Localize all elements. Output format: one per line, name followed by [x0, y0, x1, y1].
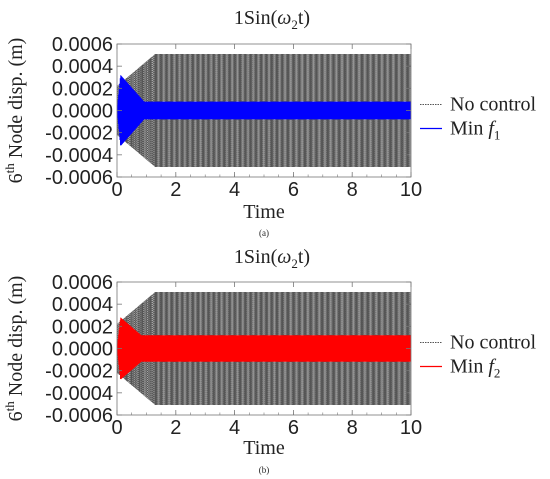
- x-tick-label: 6: [288, 417, 299, 439]
- x-tick-label: 4: [229, 417, 240, 439]
- series-min-f-line: [117, 317, 411, 380]
- plot-area: [117, 53, 411, 168]
- panel-label: (b): [259, 465, 270, 475]
- y-tick-label: -0.0006: [45, 405, 113, 427]
- y-tick-label: -0.0004: [45, 145, 113, 167]
- chart-panel-b: 1Sin(ω2t) 0 2 4 6 8 10 0.00060.00040.00020.0000…: [2, 246, 537, 475]
- y-tick-label: -0.0002: [45, 123, 113, 145]
- x-tick-label: 4: [229, 179, 240, 201]
- y-tick-label: 0.0000: [52, 101, 113, 123]
- y-tick-label: -0.0002: [45, 361, 113, 383]
- y-tick-label: -0.0004: [45, 383, 113, 405]
- series-no-control-line: [117, 53, 411, 168]
- x-tick-label: 8: [347, 179, 358, 201]
- chart-title: 1Sin(ω2t): [234, 246, 310, 271]
- series-no-control-line: [117, 291, 411, 406]
- x-axis-label: Time: [243, 437, 285, 459]
- series-min-f-line: [117, 75, 411, 146]
- chart-panel-a: 1Sin(ω2t) 0 2 4 6 8 10 0.00060.00040.00020.0000…: [2, 7, 537, 238]
- x-tick-label: 2: [170, 417, 181, 439]
- legend-label-no-control: No control: [450, 94, 537, 116]
- x-tick-label: 10: [400, 417, 422, 439]
- panel-label: (a): [259, 228, 269, 238]
- y-tick-label: 0.0000: [52, 339, 113, 361]
- x-tick-label: 0: [111, 179, 122, 201]
- x-tick-label: 2: [170, 179, 181, 201]
- x-tick-label: 10: [400, 179, 422, 201]
- legend-label-no-control: No control: [450, 332, 537, 354]
- x-tick-label: 6: [288, 179, 299, 201]
- plot-area: [117, 291, 411, 406]
- x-axis-label: Time: [243, 201, 285, 223]
- legend-label-min-f: Min f1: [450, 118, 500, 143]
- y-tick-label: 0.0006: [52, 272, 113, 294]
- y-tick-label: 0.0004: [52, 294, 113, 316]
- y-tick-label: 0.0006: [52, 34, 113, 56]
- x-tick-label: 0: [111, 417, 122, 439]
- y-tick-label: 0.0002: [52, 316, 113, 338]
- chart-title: 1Sin(ω2t): [234, 7, 310, 32]
- y-axis-label: 6th Node disp. (m): [2, 276, 27, 422]
- y-tick-label: 0.0002: [52, 78, 113, 100]
- y-tick-label: 0.0004: [52, 56, 113, 78]
- y-axis-label: 6th Node disp. (m): [2, 38, 27, 184]
- legend-label-min-f: Min f2: [450, 356, 500, 381]
- x-tick-label: 8: [347, 417, 358, 439]
- y-tick-label: -0.0006: [45, 167, 113, 189]
